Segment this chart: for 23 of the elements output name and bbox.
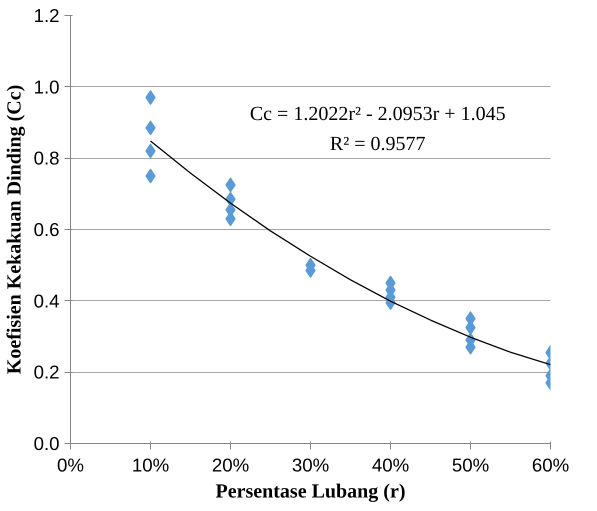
annotation: Cc = 1.2022r² - 2.0953r + 1.045 [250, 102, 506, 125]
x-tick-label: 10% [132, 454, 170, 476]
y-tick-label: 0.0 [34, 433, 60, 454]
y-tick-label: 0.8 [34, 148, 60, 169]
y-tick-label: 0.4 [34, 290, 60, 312]
x-tick-label: 50% [452, 454, 490, 476]
y-tick-label: 1.2 [34, 5, 60, 26]
point [145, 168, 156, 184]
x-tick-label: 0% [57, 454, 84, 476]
x-tick-label: 40% [372, 454, 410, 476]
x-tick-label: 60% [532, 454, 570, 476]
point [145, 90, 156, 106]
point [225, 177, 236, 192]
annotation: R² = 0.9577 [330, 132, 426, 155]
y-tick-label: 0.6 [34, 219, 60, 240]
point [145, 144, 156, 159]
y-tick-label: 1.0 [34, 76, 60, 98]
x-tick-label: 20% [212, 454, 250, 476]
point [145, 120, 156, 136]
x-axis-title: Persentase Lubang (r) [216, 480, 406, 502]
x-tick-label: 30% [292, 454, 330, 476]
y-axis-title: Koefisien Kekakuan Dinding (Cc) [4, 84, 26, 374]
y-tick-label: 0.2 [34, 362, 60, 383]
